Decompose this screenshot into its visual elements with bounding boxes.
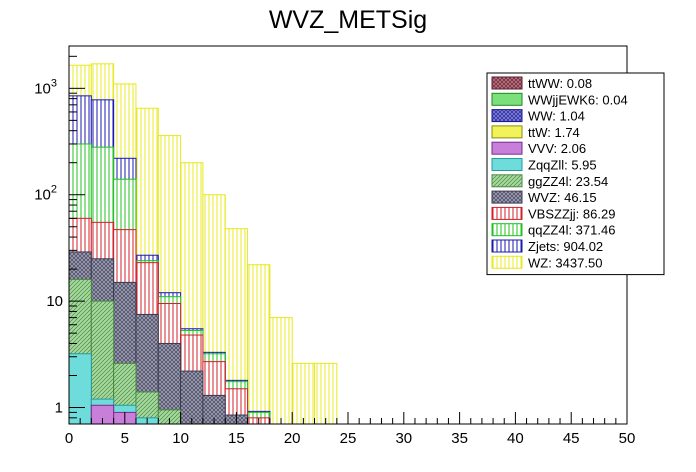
legend-entry-label: WW: 1.04 [528, 109, 585, 124]
legend-swatch [491, 174, 523, 188]
legend-swatch [491, 223, 523, 237]
legend-entry-label: WWjjEWK6: 0.04 [528, 92, 628, 107]
y-tick-label: 10 [46, 293, 63, 310]
bar-wvz-bin-5 [180, 370, 204, 425]
x-tick-label: 0 [65, 430, 73, 447]
legend-swatch [491, 92, 523, 106]
legend-swatch [491, 141, 523, 155]
y-tick-label: 1 [55, 400, 63, 417]
x-tick-label: 50 [619, 430, 636, 447]
legend-entry-label: ttWW: 0.08 [528, 76, 592, 91]
x-tick-label: 5 [121, 430, 129, 447]
y-tick-label: 103 [34, 77, 57, 97]
legend-swatch [491, 76, 523, 90]
legend-entry-label: WZ: 3437.50 [528, 255, 602, 270]
legend-entry-label: VBSZZjj: 86.29 [528, 206, 615, 221]
legend-swatch [491, 239, 523, 253]
x-tick-label: 20 [284, 430, 301, 447]
legend-entry-label: ZqqZll: 5.95 [528, 158, 597, 173]
y-tick-label: 102 [34, 184, 57, 204]
legend-swatch [491, 125, 523, 139]
axes: 0 5 10 15 20 25 30 35 40 45 50 1 10 102 103 [34, 55, 636, 447]
legend-swatch [491, 158, 523, 171]
x-tick-label: 35 [451, 430, 468, 447]
bar-wz-bin-10 [291, 362, 316, 425]
legend-entry-label: ttW: 1.74 [528, 125, 580, 140]
bar-zqqzll-bin-0 [68, 353, 92, 425]
legend-entry-label: WVZ: 46.15 [528, 190, 597, 205]
stacked-bars [68, 63, 338, 425]
bar-wz-bin-11 [314, 362, 338, 425]
legend-entry-label: qqZZ4l: 371.46 [528, 223, 615, 238]
legend-swatch [491, 255, 523, 269]
x-tick-label: 45 [563, 430, 580, 447]
x-tick-label: 25 [340, 430, 357, 447]
bar-wz-bin-8 [247, 264, 271, 425]
bar-wz-bin-9 [269, 317, 293, 425]
legend-swatch [491, 190, 523, 204]
legend-entry-label: Zjets: 904.02 [528, 239, 603, 254]
x-tick-label: 30 [395, 430, 412, 447]
legend-entry-label: VVV: 2.06 [528, 141, 586, 156]
legend-swatch [491, 206, 523, 220]
chart-title: WVZ_METSig [268, 6, 428, 34]
legend-entry-label: ggZZ4l: 23.54 [528, 174, 608, 189]
x-tick-label: 10 [172, 430, 189, 447]
legend-swatch [491, 109, 523, 123]
x-tick-label: 15 [228, 430, 245, 447]
x-tick-label: 40 [507, 430, 524, 447]
